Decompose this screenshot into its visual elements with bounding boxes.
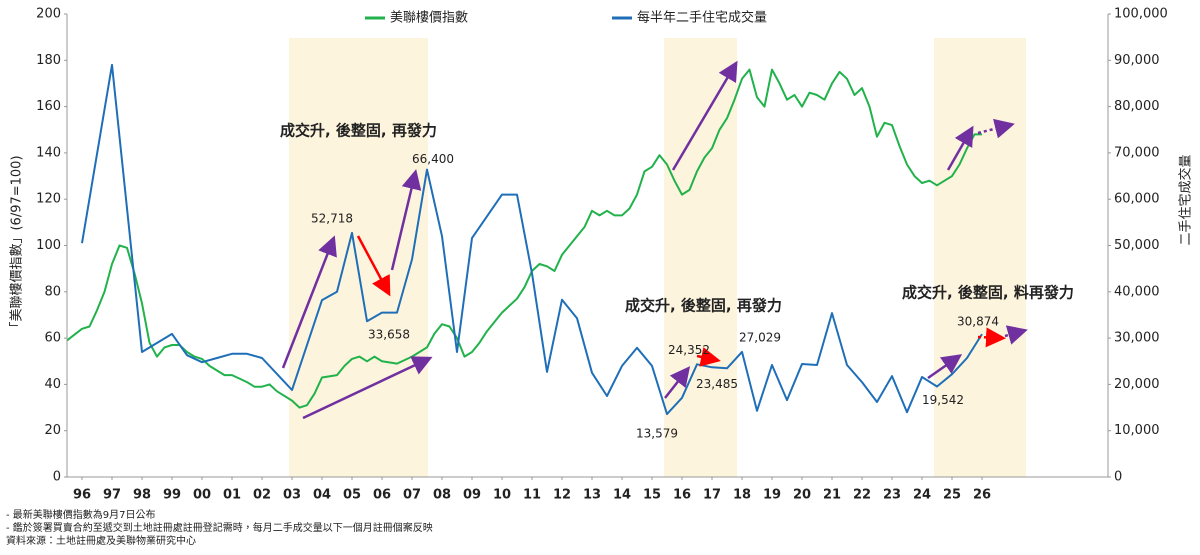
value-label: 33,658: [368, 328, 410, 342]
x-tick-label: 16: [673, 488, 691, 503]
x-tick-label: 97: [103, 488, 121, 503]
x-tick-label: 09: [463, 488, 481, 503]
y-tick-label: 60: [44, 331, 61, 346]
shaded-period: [289, 38, 428, 477]
x-tick-label: 04: [313, 488, 331, 503]
arrow: [977, 327, 1006, 348]
x-tick-label: 26: [973, 488, 991, 503]
annotation: 成交升, 後整固, 再發力: [625, 297, 782, 315]
x-tick-label: 12: [553, 488, 571, 503]
x-tick-label: 19: [763, 488, 781, 503]
shaded-periods: [289, 38, 1026, 477]
arrow: [696, 347, 721, 367]
arrows: [281, 60, 1028, 420]
y2-tick-label: 70,000: [1114, 145, 1160, 160]
y2-tick-label: 20,000: [1114, 377, 1160, 392]
y2-tick-label: 30,000: [1114, 331, 1160, 346]
x-tick-label: 13: [583, 488, 601, 503]
x-tick-label: 23: [883, 488, 901, 503]
legend-label: 每半年二手住宅成交量: [637, 10, 767, 26]
annotation: 成交升, 後整固, 再發力: [280, 122, 437, 140]
x-tick-label: 01: [223, 488, 241, 503]
x-tick-label: 03: [283, 488, 301, 503]
shaded-period: [664, 38, 737, 477]
x-tick-label: 11: [523, 488, 541, 503]
note: - 最新美聯樓價指數為9月7日公布: [6, 508, 156, 521]
x-tick-label: 99: [163, 488, 181, 503]
y-tick-label: 160: [36, 99, 61, 114]
y2-tick-label: 0: [1114, 470, 1122, 485]
x-tick-label: 08: [433, 488, 451, 503]
x-tick-label: 22: [853, 488, 871, 503]
x-tick-label: 07: [403, 488, 421, 503]
x-tick-label: 17: [703, 488, 721, 503]
y2-tick-label: 90,000: [1114, 53, 1160, 68]
y-tick-label: 140: [36, 145, 61, 160]
value-label: 19,542: [922, 393, 964, 407]
y-tick-label: 80: [44, 284, 61, 299]
y2-tick-label: 50,000: [1114, 238, 1160, 253]
x-tick-label: 15: [643, 488, 661, 503]
y-tick-label: 20: [44, 423, 61, 438]
series-line: [66, 68, 982, 409]
value-label: 13,579: [636, 427, 678, 441]
y-tick-label: 180: [36, 53, 61, 68]
arrow: [390, 169, 422, 271]
x-tick-label: 25: [943, 488, 961, 503]
x-tick-label: 10: [493, 488, 511, 503]
value-label: 30,874: [957, 315, 999, 329]
arrow: [356, 235, 391, 297]
plot: [66, 63, 983, 416]
arrow: [664, 366, 691, 399]
x-tick-label: 20: [793, 488, 811, 503]
arrow: [927, 354, 963, 380]
value-label: 24,352: [668, 343, 710, 357]
x-tick-label: 21: [823, 488, 841, 503]
x-tick-label: 14: [613, 488, 631, 503]
arrow: [302, 356, 433, 420]
series-line: [81, 63, 983, 416]
annotation: 成交升, 後整固, 料再發力: [902, 284, 1074, 302]
y-tick-label: 120: [36, 192, 61, 207]
x-tick-label: 00: [193, 488, 211, 503]
x-tick-label: 05: [343, 488, 361, 503]
y2-tick-label: 100,000: [1114, 7, 1168, 22]
y2-axis-title: 二手住宅成交量: [1178, 154, 1194, 245]
x-tick-label: 02: [253, 488, 271, 503]
note: - 鑑於簽署買賣合約至遞交到土地註冊處註冊登記需時，每月二手成交量以下一個月註冊…: [6, 521, 433, 534]
y-tick-label: 40: [44, 377, 61, 392]
value-label: 66,400: [412, 152, 454, 166]
arrow: [946, 125, 974, 171]
y-axis-title: 「美聯樓價指數」(6/97=100): [10, 155, 25, 334]
value-label: 27,029: [739, 330, 781, 344]
x-tick-label: 18: [733, 488, 751, 503]
x-tick-label: 24: [913, 488, 931, 503]
y-tick-label: 100: [36, 238, 61, 253]
y2-tick-label: 40,000: [1114, 284, 1160, 299]
y2-tick-label: 80,000: [1114, 99, 1160, 114]
legend-label: 美聯樓價指數: [390, 11, 468, 26]
y2-tick-label: 60,000: [1114, 192, 1160, 207]
value-label: 52,718: [311, 211, 353, 225]
x-tick-label: 96: [73, 488, 91, 503]
value-label: 23,485: [696, 377, 738, 391]
y-tick-label: 0: [53, 470, 61, 485]
note: 資料來源：土地註冊處及美聯物業研究中心: [6, 534, 196, 547]
shaded-period: [934, 38, 1026, 477]
arrow: [281, 235, 337, 369]
x-tick-label: 06: [373, 488, 391, 503]
y2-tick-label: 10,000: [1114, 423, 1160, 438]
y-tick-label: 200: [36, 7, 61, 22]
x-tick-label: 98: [133, 488, 151, 503]
arrow: [671, 60, 738, 171]
